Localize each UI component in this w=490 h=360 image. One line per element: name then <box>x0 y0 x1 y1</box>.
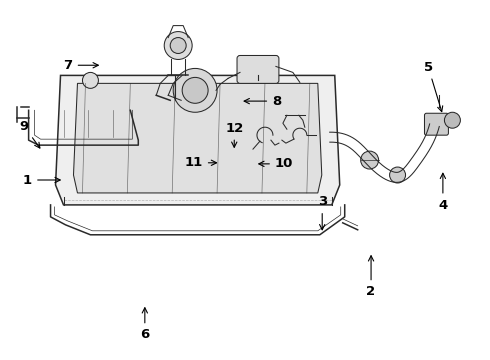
Circle shape <box>82 72 98 88</box>
Text: 6: 6 <box>140 308 149 341</box>
Text: 3: 3 <box>318 195 327 230</box>
Circle shape <box>173 68 217 112</box>
Text: 4: 4 <box>438 173 447 212</box>
Circle shape <box>170 37 186 54</box>
Circle shape <box>182 77 208 103</box>
Polygon shape <box>55 75 340 205</box>
Circle shape <box>390 167 406 183</box>
Text: 12: 12 <box>225 122 244 147</box>
Text: 11: 11 <box>185 156 217 169</box>
FancyBboxPatch shape <box>424 113 448 135</box>
Text: 1: 1 <box>23 174 60 186</box>
Text: 7: 7 <box>64 59 98 72</box>
Text: 10: 10 <box>259 157 294 170</box>
FancyBboxPatch shape <box>237 55 279 84</box>
Text: 9: 9 <box>20 120 40 148</box>
Polygon shape <box>74 84 322 193</box>
Text: 2: 2 <box>367 256 376 298</box>
Circle shape <box>164 32 192 59</box>
Text: 5: 5 <box>424 60 443 112</box>
Circle shape <box>361 151 379 169</box>
Circle shape <box>444 112 461 128</box>
Text: 8: 8 <box>244 95 281 108</box>
